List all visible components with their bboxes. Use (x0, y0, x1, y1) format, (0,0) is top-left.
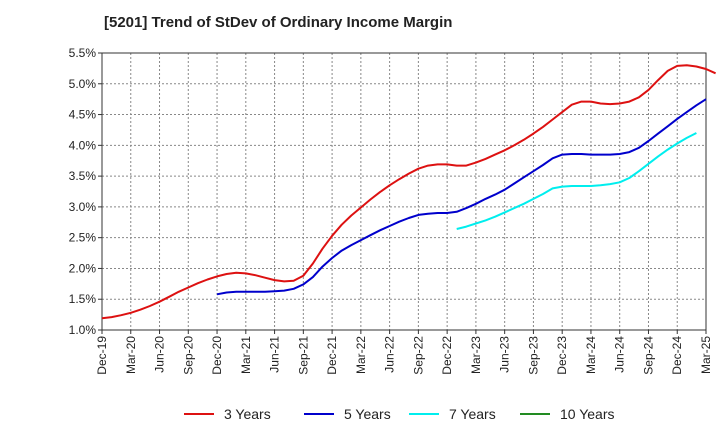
x-tick-label: Mar-24 (584, 336, 598, 374)
series-line-7-years (456, 132, 697, 230)
x-tick-label: Jun-20 (153, 336, 167, 373)
plot-area (102, 53, 706, 330)
chart-title: [5201] Trend of StDev of Ordinary Income… (104, 14, 453, 31)
x-tick-label: Dec-19 (95, 336, 109, 375)
x-tick-label: Dec-24 (670, 336, 684, 375)
y-tick-label: 2.0% (69, 261, 97, 275)
x-tick-label: Sep-20 (181, 336, 195, 375)
y-tick-label: 2.5% (69, 231, 97, 245)
x-tick-label: Mar-25 (699, 336, 713, 374)
series-line-5-years (216, 98, 707, 296)
x-tick-label: Jun-23 (498, 336, 512, 373)
x-tick-label: Sep-23 (526, 336, 540, 375)
x-tick-label: Dec-21 (325, 336, 339, 375)
x-tick-label: Dec-23 (555, 336, 569, 375)
y-tick-label: 4.0% (69, 138, 97, 152)
x-tick-label: Mar-20 (124, 336, 138, 374)
x-tick-label: Mar-23 (469, 336, 483, 374)
legend-label: 7 Years (449, 406, 496, 422)
legend-label: 5 Years (344, 406, 391, 422)
y-tick-label: 5.0% (69, 77, 97, 91)
y-tick-label: 4.5% (69, 108, 97, 122)
x-tick-label: Dec-20 (210, 336, 224, 375)
x-tick-label: Jun-22 (383, 336, 397, 373)
x-tick-label: Mar-22 (354, 336, 368, 374)
x-tick-label: Jun-21 (268, 336, 282, 373)
x-tick-label: Dec-22 (440, 336, 454, 375)
y-tick-label: 1.5% (69, 292, 97, 306)
y-tick-label: 3.0% (69, 200, 97, 214)
y-tick-label: 3.5% (69, 169, 97, 183)
x-tick-label: Sep-22 (411, 336, 425, 375)
y-tick-label: 1.0% (69, 323, 97, 337)
x-tick-label: Jun-24 (613, 336, 627, 373)
plot-frame (101, 52, 707, 331)
legend-label: 10 Years (560, 406, 615, 422)
y-tick-label: 5.5% (69, 46, 97, 60)
legend-label: 3 Years (224, 406, 271, 422)
x-tick-label: Mar-21 (239, 336, 253, 374)
series-line-3-years (101, 64, 717, 320)
x-tick-label: Sep-24 (641, 336, 655, 375)
x-tick-label: Sep-21 (296, 336, 310, 375)
